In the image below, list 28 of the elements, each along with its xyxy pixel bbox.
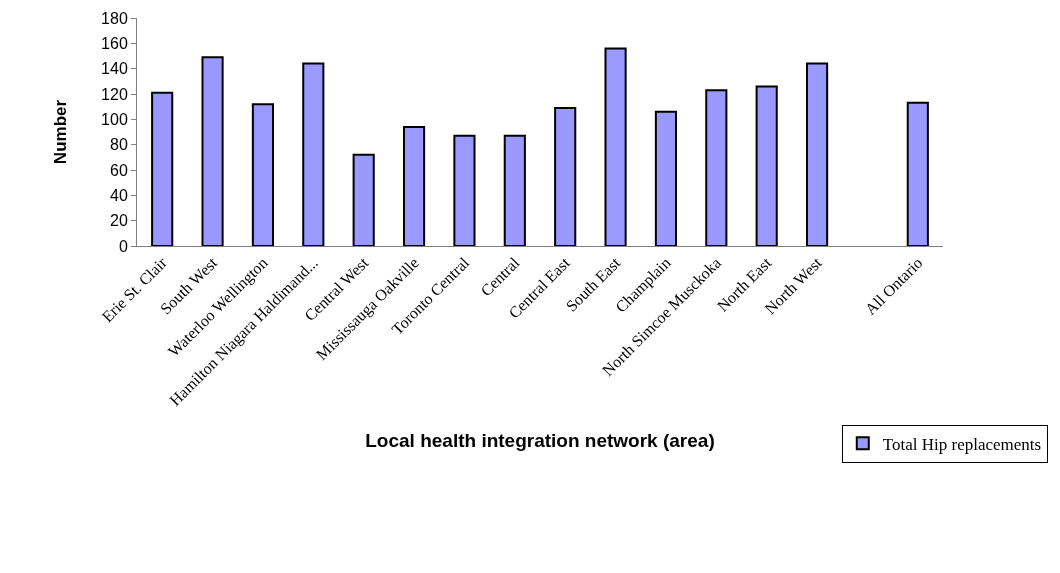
legend-label: Total Hip replacements — [882, 434, 1042, 454]
y-tick-label: 20 — [110, 212, 128, 230]
y-tick-label: 120 — [101, 85, 128, 103]
y-tick-label: 140 — [101, 60, 128, 78]
bar — [755, 85, 778, 246]
bar — [402, 125, 426, 246]
bar — [453, 134, 476, 246]
x-axis-title: Local health integration network (area) — [365, 430, 715, 452]
bar — [554, 106, 577, 246]
y-axis-title: Number — [50, 99, 70, 165]
y-tick-label: 160 — [101, 34, 128, 52]
bar — [705, 89, 728, 246]
y-tick-label: 60 — [110, 161, 128, 179]
bar — [604, 47, 627, 246]
bar — [251, 103, 275, 246]
y-tick-label: 100 — [101, 110, 128, 128]
y-tick-label: 80 — [110, 136, 128, 154]
bar — [201, 56, 224, 246]
y-tick-label: 0 — [118, 237, 128, 255]
y-tick-label: 180 — [101, 9, 128, 27]
bar — [151, 91, 174, 246]
bar — [302, 62, 325, 246]
bar — [906, 101, 929, 246]
y-tick-label: 40 — [110, 186, 128, 204]
bar — [352, 153, 375, 246]
bar — [654, 110, 678, 246]
bar — [503, 134, 526, 246]
bar — [805, 62, 829, 246]
